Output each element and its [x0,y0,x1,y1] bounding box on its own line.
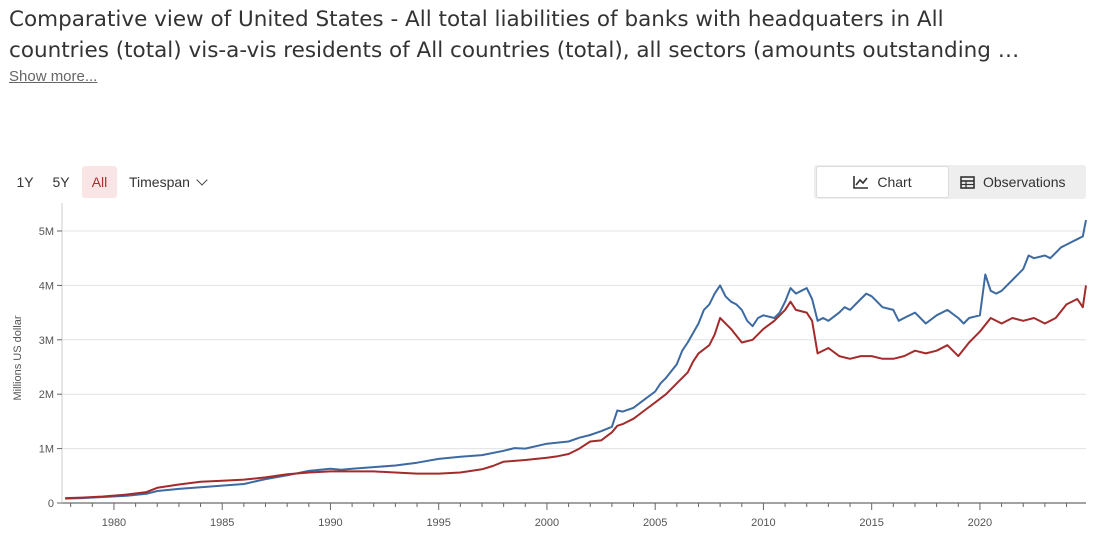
y-tick-label: 4M [39,280,54,292]
x-tick-label: 1990 [318,517,342,529]
title-line-1: Comparative view of United States - All … [9,7,944,32]
title-line-2: countries (total) vis-a-vis residents of… [9,38,1020,63]
chevron-down-icon [196,174,208,186]
range-5y-button[interactable]: 5Y [52,174,70,190]
y-tick-label: 0 [48,498,54,510]
x-tick-label: 2015 [859,517,883,529]
line-chart-icon [853,176,869,190]
x-axis-ticks: 1980 1985 1990 1995 2000 2005 2010 2015 2020 [70,503,1068,529]
x-tick-label: 2010 [751,517,775,529]
line-chart: 0 1M 2M 3M 4M 5M 1980 1985 1990 1995 2000 2005 2010… [12,203,1087,529]
observations-view-label: Observations [983,174,1066,190]
range-all-button[interactable]: All [82,166,117,198]
gridlines [61,203,1086,504]
observations-view-button[interactable]: Observations [960,167,1084,197]
page-title: Comparative view of United States - All … [9,4,1099,66]
series-line-blue [65,219,1087,500]
chart-view-button[interactable]: Chart [816,166,949,198]
timespan-label: Timespan [129,174,190,190]
x-tick-label: 2000 [535,517,559,529]
series-line-red [65,285,1087,500]
y-tick-label: 1M [39,444,54,456]
range-1y-button[interactable]: 1Y [16,174,34,190]
view-toggle: Chart Observations [814,165,1086,199]
show-more-link[interactable]: Show more... [9,68,98,85]
y-axis-label: Millions US dollar [12,315,24,400]
y-axis-ticks: 0 1M 2M 3M 4M 5M [39,226,62,510]
y-tick-label: 2M [39,389,54,401]
series-lines [65,219,1087,500]
y-tick-label: 3M [39,335,54,347]
y-tick-label: 5M [39,226,54,238]
x-tick-label: 1985 [210,517,234,529]
chart-view-label: Chart [877,174,912,190]
x-tick-label: 2020 [968,517,992,529]
x-tick-label: 1980 [102,517,126,529]
timespan-dropdown[interactable]: Timespan [129,166,208,198]
x-tick-label: 1995 [426,517,450,529]
x-tick-label: 2005 [643,517,667,529]
table-icon [960,175,975,189]
